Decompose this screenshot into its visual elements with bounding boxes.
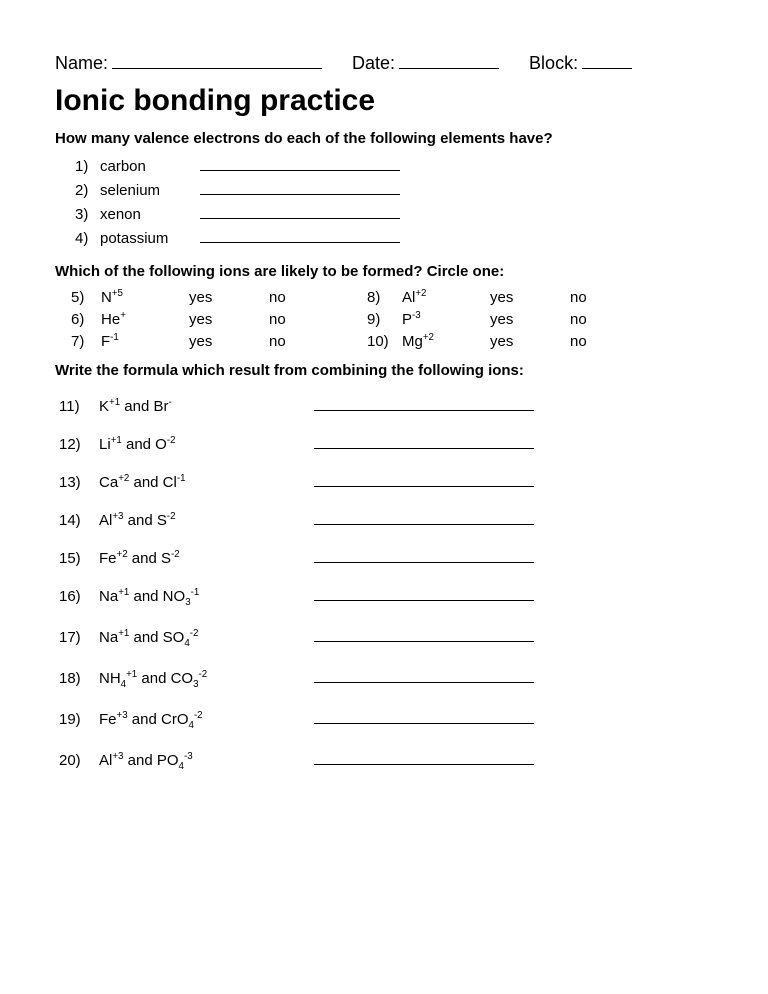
ion-no[interactable]: no	[570, 311, 587, 328]
q-element: selenium	[100, 182, 200, 199]
q-row: 1) carbon	[75, 155, 713, 175]
formula-blank[interactable]	[314, 395, 534, 411]
ion-num: 9)	[367, 311, 402, 328]
ion-formula: He+	[101, 310, 189, 328]
q-row: 3) xenon	[75, 203, 713, 223]
ion-num: 6)	[71, 311, 101, 328]
formula-num: 16)	[59, 588, 99, 605]
ion-row: 7) F-1 yes no 10) Mg+2 yes no	[71, 332, 713, 350]
answer-blank[interactable]	[200, 203, 400, 219]
formula-row: 13) Ca+2 and Cl-1	[59, 471, 713, 491]
ion-num: 7)	[71, 333, 101, 350]
ion-formula: Mg+2	[402, 332, 490, 350]
section1-list: 1) carbon 2) selenium 3) xenon 4) potass…	[75, 155, 713, 247]
section3-list: 11) K+1 and Br- 12) Li+1 and O-2 13) Ca+…	[55, 395, 713, 772]
ion-formula: F-1	[101, 332, 189, 350]
formula-blank[interactable]	[314, 708, 534, 724]
worksheet-page: Name: Date: Block: Ionic bonding practic…	[0, 0, 768, 840]
formula-num: 11)	[59, 398, 99, 415]
section1-heading: How many valence electrons do each of th…	[55, 130, 713, 147]
page-title: Ionic bonding practice	[55, 84, 713, 118]
q-num: 2)	[75, 182, 100, 199]
ion-num: 10)	[367, 333, 402, 350]
formula-row: 16) Na+1 and NO3-1	[59, 585, 713, 608]
section2-list: 5) N+5 yes no 8) Al+2 yes no 6) He+ yes …	[55, 288, 713, 350]
ion-no[interactable]: no	[269, 311, 367, 328]
formula-blank[interactable]	[314, 471, 534, 487]
ion-num: 8)	[367, 289, 402, 306]
formula-num: 14)	[59, 512, 99, 529]
ion-yes[interactable]: yes	[490, 289, 570, 306]
q-element: xenon	[100, 206, 200, 223]
q-row: 2) selenium	[75, 179, 713, 199]
ion-no[interactable]: no	[269, 289, 367, 306]
formula-row: 18) NH4+1 and CO3-2	[59, 667, 713, 690]
section2-heading: Which of the following ions are likely t…	[55, 263, 713, 280]
formula-row: 11) K+1 and Br-	[59, 395, 713, 415]
ion-formula: P-3	[402, 310, 490, 328]
formula-blank[interactable]	[314, 433, 534, 449]
ion-no[interactable]: no	[570, 333, 587, 350]
ion-yes[interactable]: yes	[189, 311, 269, 328]
formula-blank[interactable]	[314, 749, 534, 765]
formula-text: Na+1 and SO4-2	[99, 628, 314, 649]
ion-yes[interactable]: yes	[490, 333, 570, 350]
ion-yes[interactable]: yes	[189, 333, 269, 350]
block-blank[interactable]	[582, 50, 632, 69]
date-blank[interactable]	[399, 50, 499, 69]
formula-num: 18)	[59, 670, 99, 687]
ion-no[interactable]: no	[570, 289, 587, 306]
formula-text: Li+1 and O-2	[99, 435, 314, 453]
ion-num: 5)	[71, 289, 101, 306]
block-label: Block:	[529, 53, 578, 74]
name-blank[interactable]	[112, 50, 322, 69]
formula-text: Al+3 and PO4-3	[99, 751, 314, 772]
ion-formula: N+5	[101, 288, 189, 306]
section3-heading: Write the formula which result from comb…	[55, 362, 713, 379]
answer-blank[interactable]	[200, 155, 400, 171]
formula-num: 19)	[59, 711, 99, 728]
formula-blank[interactable]	[314, 547, 534, 563]
formula-row: 19) Fe+3 and CrO4-2	[59, 708, 713, 731]
ion-yes[interactable]: yes	[490, 311, 570, 328]
formula-text: Na+1 and NO3-1	[99, 587, 314, 608]
q-num: 3)	[75, 206, 100, 223]
formula-num: 12)	[59, 436, 99, 453]
formula-text: Ca+2 and Cl-1	[99, 473, 314, 491]
formula-row: 20) Al+3 and PO4-3	[59, 749, 713, 772]
formula-text: Fe+2 and S-2	[99, 549, 314, 567]
formula-row: 14) Al+3 and S-2	[59, 509, 713, 529]
formula-row: 17) Na+1 and SO4-2	[59, 626, 713, 649]
formula-text: Al+3 and S-2	[99, 511, 314, 529]
ion-yes[interactable]: yes	[189, 289, 269, 306]
ion-row: 6) He+ yes no 9) P-3 yes no	[71, 310, 713, 328]
ion-no[interactable]: no	[269, 333, 367, 350]
formula-row: 12) Li+1 and O-2	[59, 433, 713, 453]
ion-formula: Al+2	[402, 288, 490, 306]
formula-text: NH4+1 and CO3-2	[99, 669, 314, 690]
formula-num: 20)	[59, 752, 99, 769]
header-row: Name: Date: Block:	[55, 50, 713, 74]
formula-num: 17)	[59, 629, 99, 646]
formula-blank[interactable]	[314, 509, 534, 525]
formula-text: K+1 and Br-	[99, 397, 314, 415]
q-row: 4) potassium	[75, 227, 713, 247]
q-num: 1)	[75, 158, 100, 175]
formula-num: 15)	[59, 550, 99, 567]
name-label: Name:	[55, 53, 108, 74]
q-element: potassium	[100, 230, 200, 247]
answer-blank[interactable]	[200, 179, 400, 195]
q-num: 4)	[75, 230, 100, 247]
formula-num: 13)	[59, 474, 99, 491]
formula-blank[interactable]	[314, 626, 534, 642]
answer-blank[interactable]	[200, 227, 400, 243]
formula-text: Fe+3 and CrO4-2	[99, 710, 314, 731]
formula-row: 15) Fe+2 and S-2	[59, 547, 713, 567]
ion-row: 5) N+5 yes no 8) Al+2 yes no	[71, 288, 713, 306]
formula-blank[interactable]	[314, 667, 534, 683]
date-label: Date:	[352, 53, 395, 74]
q-element: carbon	[100, 158, 200, 175]
formula-blank[interactable]	[314, 585, 534, 601]
